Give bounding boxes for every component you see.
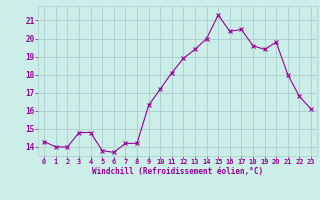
X-axis label: Windchill (Refroidissement éolien,°C): Windchill (Refroidissement éolien,°C) bbox=[92, 167, 263, 176]
